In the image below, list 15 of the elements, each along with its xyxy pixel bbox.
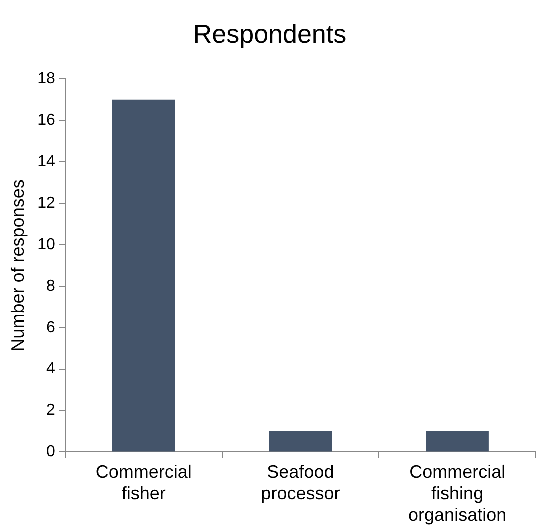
chart-title: Respondents xyxy=(193,18,347,49)
y-tick-label: 6 xyxy=(46,319,56,336)
x-tick-label: Commercial fishing organisation xyxy=(408,462,507,526)
y-tick-label: 4 xyxy=(46,360,56,378)
y-tick-label: 0 xyxy=(46,444,56,461)
y-tick-label: 8 xyxy=(46,278,56,295)
y-tick-label: 18 xyxy=(38,70,56,88)
y-axis-title: Number of responses xyxy=(8,180,28,352)
y-tick-label: 12 xyxy=(38,194,56,212)
x-tick-label: Commercial fisher xyxy=(96,462,192,504)
x-tick-label: Seafood processor xyxy=(261,462,340,504)
y-tick-label: 2 xyxy=(46,402,56,420)
y-tick-label: 16 xyxy=(38,112,56,130)
y-tick-label: 10 xyxy=(38,236,56,254)
y-tick-label: 14 xyxy=(38,153,56,170)
